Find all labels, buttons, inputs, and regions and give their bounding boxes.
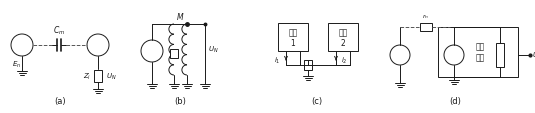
Bar bbox=[420, 24, 432, 32]
Circle shape bbox=[444, 46, 464, 65]
Circle shape bbox=[390, 46, 410, 65]
Circle shape bbox=[11, 35, 33, 56]
Text: (c): (c) bbox=[311, 96, 323, 105]
Bar bbox=[278, 24, 308, 52]
Bar bbox=[170, 49, 178, 58]
Circle shape bbox=[87, 35, 109, 56]
Text: 测量
电路: 测量 电路 bbox=[476, 42, 485, 61]
Text: M: M bbox=[177, 13, 184, 22]
Text: (d): (d) bbox=[449, 96, 461, 105]
Text: $C_m$: $C_m$ bbox=[53, 24, 65, 37]
Text: 电路
2: 电路 2 bbox=[338, 28, 348, 48]
Bar bbox=[328, 24, 358, 52]
Text: $r_n$: $r_n$ bbox=[423, 12, 430, 21]
Text: $Z_i$: $Z_i$ bbox=[83, 71, 91, 81]
Circle shape bbox=[141, 41, 163, 62]
Text: $E_n$: $E_n$ bbox=[12, 59, 21, 70]
Text: (a): (a) bbox=[54, 96, 66, 105]
Bar bbox=[496, 44, 504, 67]
Text: $U_N$: $U_N$ bbox=[532, 50, 535, 61]
Text: (b): (b) bbox=[174, 96, 186, 105]
Text: $i_2$: $i_2$ bbox=[341, 55, 348, 66]
Text: $U_N$: $U_N$ bbox=[208, 45, 219, 55]
Text: $i_1$: $i_1$ bbox=[274, 55, 281, 66]
Text: 电路
1: 电路 1 bbox=[288, 28, 297, 48]
Bar bbox=[304, 60, 312, 70]
Text: $U_N$: $U_N$ bbox=[106, 71, 117, 81]
Bar bbox=[94, 70, 102, 82]
Bar bbox=[438, 28, 518, 77]
